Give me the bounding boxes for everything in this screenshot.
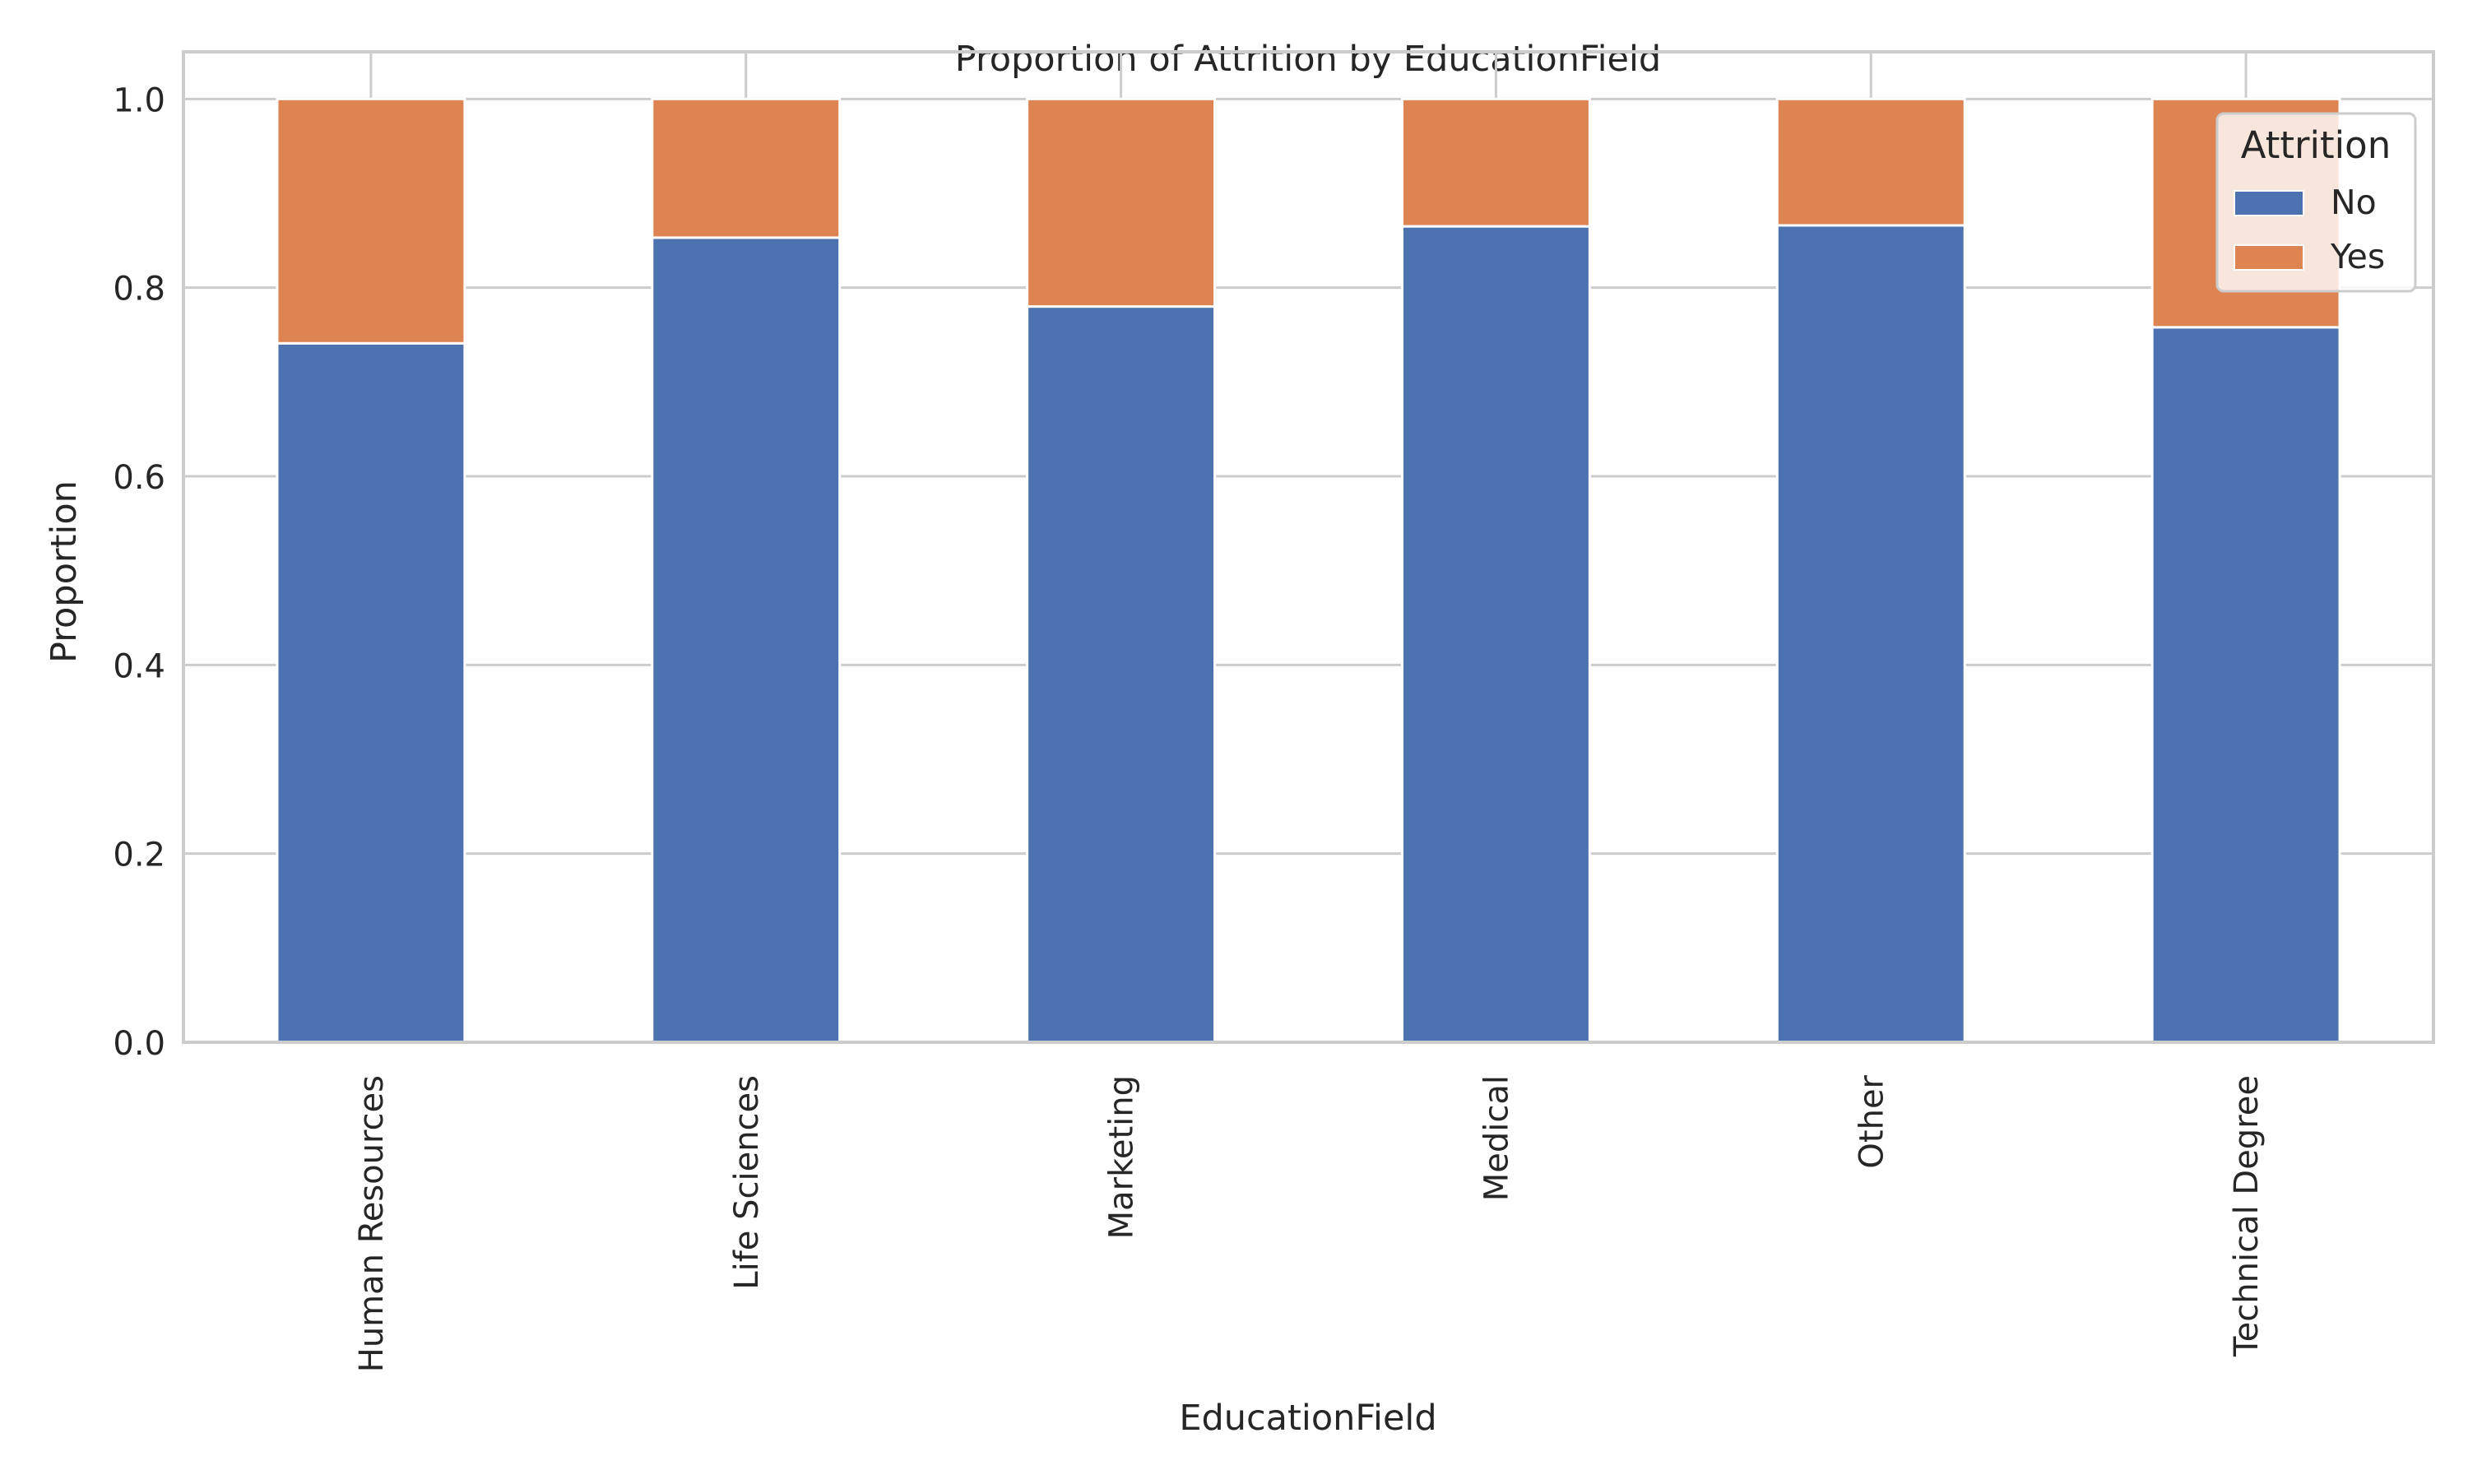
legend-swatch-yes xyxy=(2234,244,2304,271)
x-tick-label: Medical xyxy=(1478,1075,1515,1201)
y-tick-label: 0.8 xyxy=(113,271,165,308)
y-tick-label: 0.6 xyxy=(113,459,165,497)
bar-yes-medical xyxy=(1400,97,1591,228)
bar-no-medical xyxy=(1400,225,1591,1044)
x-tick-label: Life Sciences xyxy=(728,1075,766,1290)
bars xyxy=(276,97,2341,1044)
x-tick-label: Human Resources xyxy=(353,1075,391,1372)
bar-yes-human-resources xyxy=(276,97,466,345)
bar-no-technical-degree xyxy=(2150,326,2341,1044)
bar-no-marketing xyxy=(1026,305,1217,1044)
y-tick-label: 0.2 xyxy=(113,837,165,874)
y-tick-label: 0.4 xyxy=(113,647,165,685)
x-tick-label: Technical Degree xyxy=(2228,1075,2266,1357)
legend: Attrition No Yes xyxy=(2215,112,2417,293)
y-tick-label: 1.0 xyxy=(113,81,165,119)
x-tick-label: Marketing xyxy=(1103,1075,1141,1239)
bar-yes-marketing xyxy=(1026,97,1217,308)
chart-title: Proportion of Attrition by EducationFiel… xyxy=(955,39,1661,80)
bar-yes-life-sciences xyxy=(651,97,842,239)
legend-label-no: No xyxy=(2331,183,2377,222)
bar-no-other xyxy=(1775,224,1966,1044)
legend-title: Attrition xyxy=(2241,123,2391,167)
x-axis-label: EducationField xyxy=(1179,1398,1436,1439)
legend-label-yes: Yes xyxy=(2330,237,2385,276)
bar-no-human-resources xyxy=(276,341,466,1044)
legend-swatch-no xyxy=(2234,190,2304,216)
bar-yes-other xyxy=(1775,97,1966,227)
y-tick-label: 0.0 xyxy=(113,1025,165,1063)
x-axis-ticks: Human Resources Life Sciences Marketing Med… xyxy=(353,1074,2266,1372)
y-axis-ticks: 0.0 0.2 0.4 0.6 0.8 1.0 xyxy=(113,81,165,1063)
bar-no-life-sciences xyxy=(651,236,842,1044)
plot-frame xyxy=(182,50,2435,1044)
x-tick-label: Other xyxy=(1853,1074,1890,1168)
y-axis-label: Proportion xyxy=(44,480,85,663)
